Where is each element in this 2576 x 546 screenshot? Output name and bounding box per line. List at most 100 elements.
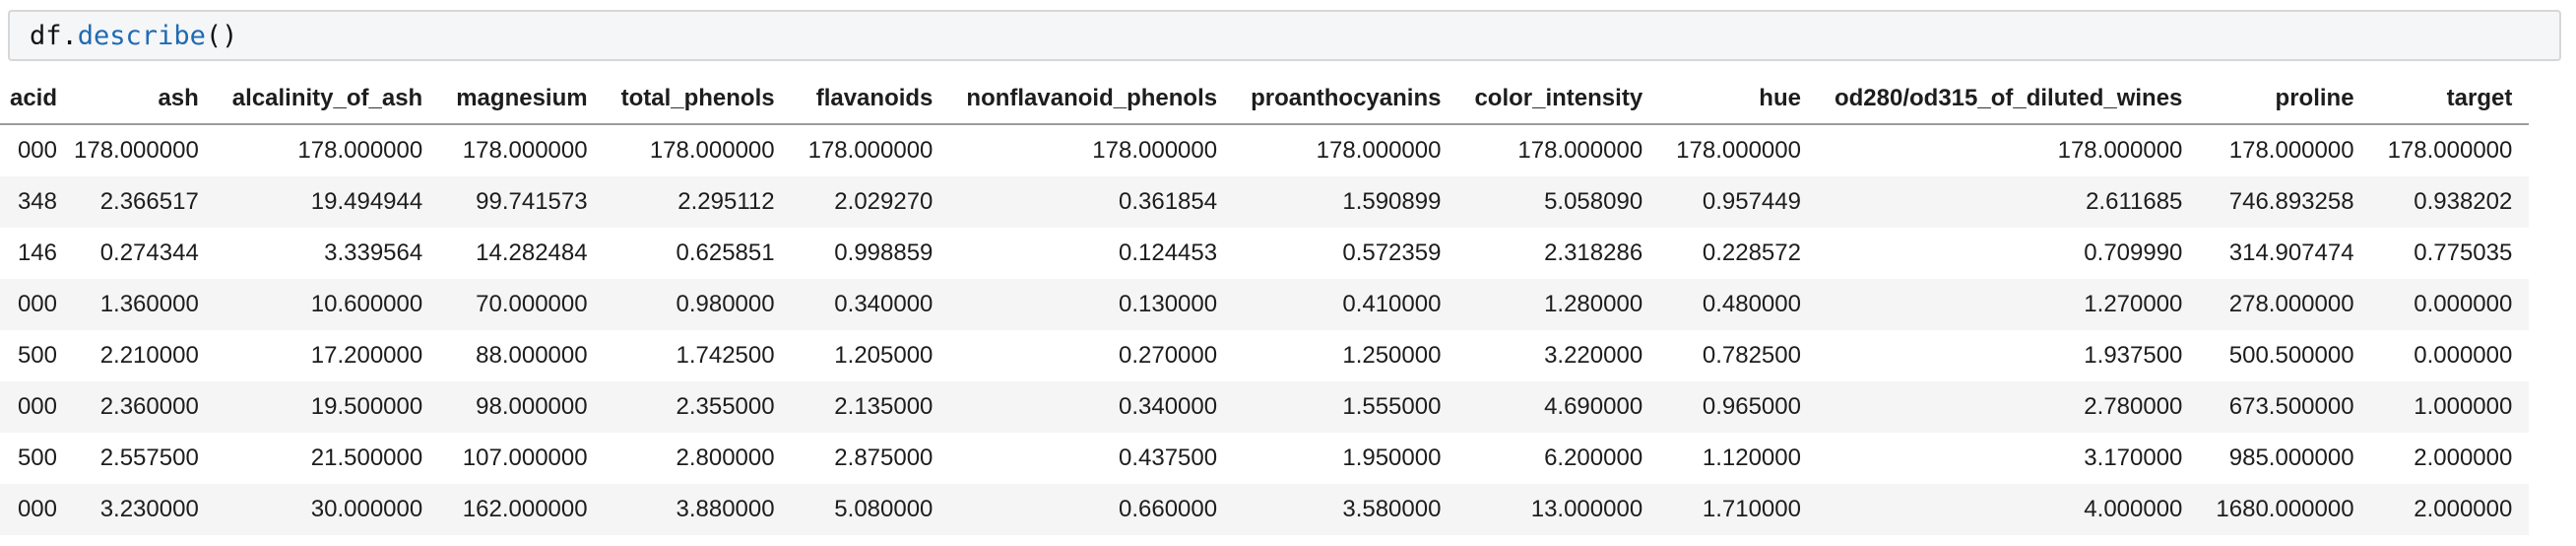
table-cell: 0.340000 [834, 291, 934, 317]
table-row: 000 2.360000 19.500000 98.000000 2.355000 2.1… [0, 381, 2530, 433]
table-row: 000 3.230000 30.000000 162.000000 3.880000 5.… [0, 484, 2530, 535]
column-header: alcalinity_of_ash [215, 74, 440, 125]
table-cell: 3.170000 [2084, 444, 2183, 471]
table-cell: 1.950000 [1342, 444, 1442, 471]
table-cell: 000 [17, 496, 57, 522]
table-row: 146 0.274344 3.339564 14.282484 0.625851 0.99… [0, 228, 2529, 279]
table-cell: 1.250000 [1342, 342, 1442, 369]
column-header: nonflavanoid_phenols [949, 74, 1235, 125]
table-cell: 673.500000 [2228, 393, 2354, 420]
table-cell: 746.893258 [2228, 188, 2354, 215]
table-cell: 2.135000 [834, 393, 934, 420]
table-cell: 1.590899 [1342, 188, 1442, 215]
table-cell: 0.775035 [2414, 239, 2513, 266]
column-header: ash [57, 74, 216, 125]
table-cell: 162.000000 [462, 496, 588, 522]
table-cell: 2.210000 [99, 342, 199, 369]
table-cell: 3.339564 [324, 239, 423, 266]
table-cell: 314.907474 [2228, 239, 2354, 266]
table-cell: 10.600000 [310, 291, 423, 317]
table-cell: 99.741573 [476, 188, 588, 215]
table-row: 000 1.360000 10.600000 70.000000 0.980000 0.3… [0, 279, 2530, 330]
table-cell: 19.494944 [310, 188, 423, 215]
table-cell: 1680.000000 [2216, 496, 2354, 522]
table-cell: 2.800000 [676, 444, 775, 471]
table-cell: 70.000000 [476, 291, 588, 317]
table-cell: 0.340000 [1118, 393, 1218, 420]
table-cell: 0.270000 [1118, 342, 1218, 369]
table-cell: 178.000000 [297, 137, 423, 164]
table-cell: 1.205000 [834, 342, 934, 369]
column-header: od280/od315_of_diluted_wines [1817, 74, 2200, 125]
table-cell: 178.000000 [74, 137, 199, 164]
code-token: df. [30, 20, 78, 51]
table-cell: 0.000000 [2414, 291, 2513, 317]
table-cell: 0.274344 [99, 239, 199, 266]
table-cell: 178.000000 [1676, 137, 1801, 164]
table-cell: 348 [17, 188, 57, 215]
table-cell: 98.000000 [476, 393, 588, 420]
table-cell: 2.355000 [676, 393, 775, 420]
column-header: magnesium [439, 74, 605, 125]
table-cell: 0.965000 [1702, 393, 1801, 420]
table-cell: 178.000000 [1517, 137, 1643, 164]
table-row: 500 2.210000 17.200000 88.000000 1.742500 1.2… [0, 330, 2529, 381]
table-cell: 1.280000 [1544, 291, 1643, 317]
column-header: hue [1659, 74, 1818, 125]
table-cell: 2.557500 [99, 444, 199, 471]
table-cell: 3.880000 [676, 496, 775, 522]
column-header: proanthocyanins [1234, 74, 1458, 125]
table-cell: 2.875000 [834, 444, 934, 471]
column-header: proline [2199, 74, 2371, 125]
table-cell: 4.690000 [1544, 393, 1643, 420]
table-cell: 2.360000 [99, 393, 199, 420]
table-cell: 178.000000 [1316, 137, 1442, 164]
table-cell: 0.957449 [1702, 188, 1801, 215]
table-cell: 3.580000 [1342, 496, 1442, 522]
table-cell: 0.782500 [1702, 342, 1801, 369]
table-cell: 1.742500 [676, 342, 775, 369]
output-area[interactable]: acid ash alcalinity_of_ash magnesium total_p… [0, 74, 2576, 546]
table-cell: 5.080000 [834, 496, 934, 522]
table-row: 500 2.557500 21.500000 107.000000 2.800000 2.… [0, 433, 2529, 484]
table-cell: 278.000000 [2228, 291, 2354, 317]
table-cell: 0.572359 [1342, 239, 1442, 266]
column-header: color_intensity [1457, 74, 1660, 125]
table-cell: 1.000000 [2414, 393, 2513, 420]
table-cell: 985.000000 [2228, 444, 2354, 471]
table-cell: 107.000000 [462, 444, 588, 471]
table-cell: 0.437500 [1118, 444, 1218, 471]
table-cell: 0.660000 [1118, 496, 1218, 522]
column-header: target [2370, 74, 2530, 125]
header-row: acid ash alcalinity_of_ash magnesium total_p… [0, 74, 2530, 125]
column-header: acid [0, 74, 57, 125]
table-cell: 178.000000 [462, 137, 588, 164]
table-cell: 2.000000 [2414, 496, 2513, 522]
table-cell: 1.120000 [1702, 444, 1801, 471]
table-cell: 3.220000 [1544, 342, 1643, 369]
table-cell: 000 [17, 393, 57, 420]
dataframe-table: acid ash alcalinity_of_ash magnesium total_p… [0, 74, 2530, 535]
table-cell: 178.000000 [649, 137, 775, 164]
table-cell: 178.000000 [2387, 137, 2513, 164]
table-cell: 13.000000 [1530, 496, 1643, 522]
table-cell: 0.000000 [2414, 342, 2513, 369]
table-cell: 19.500000 [310, 393, 423, 420]
table-cell: 2.295112 [677, 188, 775, 215]
table-cell: 14.282484 [476, 239, 588, 266]
table-cell: 0.480000 [1702, 291, 1801, 317]
table-cell: 1.710000 [1702, 496, 1801, 522]
table-cell: 1.360000 [99, 291, 199, 317]
code-cell-input[interactable]: df. describe() [8, 10, 2561, 61]
table-cell: 4.000000 [2084, 496, 2183, 522]
table-cell: 2.000000 [2414, 444, 2513, 471]
table-cell: 17.200000 [310, 342, 423, 369]
table-cell: 0.938202 [2414, 188, 2513, 215]
table-cell: 1.555000 [1342, 393, 1442, 420]
table-cell: 0.124453 [1118, 239, 1218, 266]
table-cell: 0.625851 [676, 239, 775, 266]
table-cell: 0.130000 [1118, 291, 1218, 317]
table-cell: 2.366517 [99, 188, 199, 215]
table-cell: 000 [17, 291, 57, 317]
table-cell: 178.000000 [2228, 137, 2354, 164]
